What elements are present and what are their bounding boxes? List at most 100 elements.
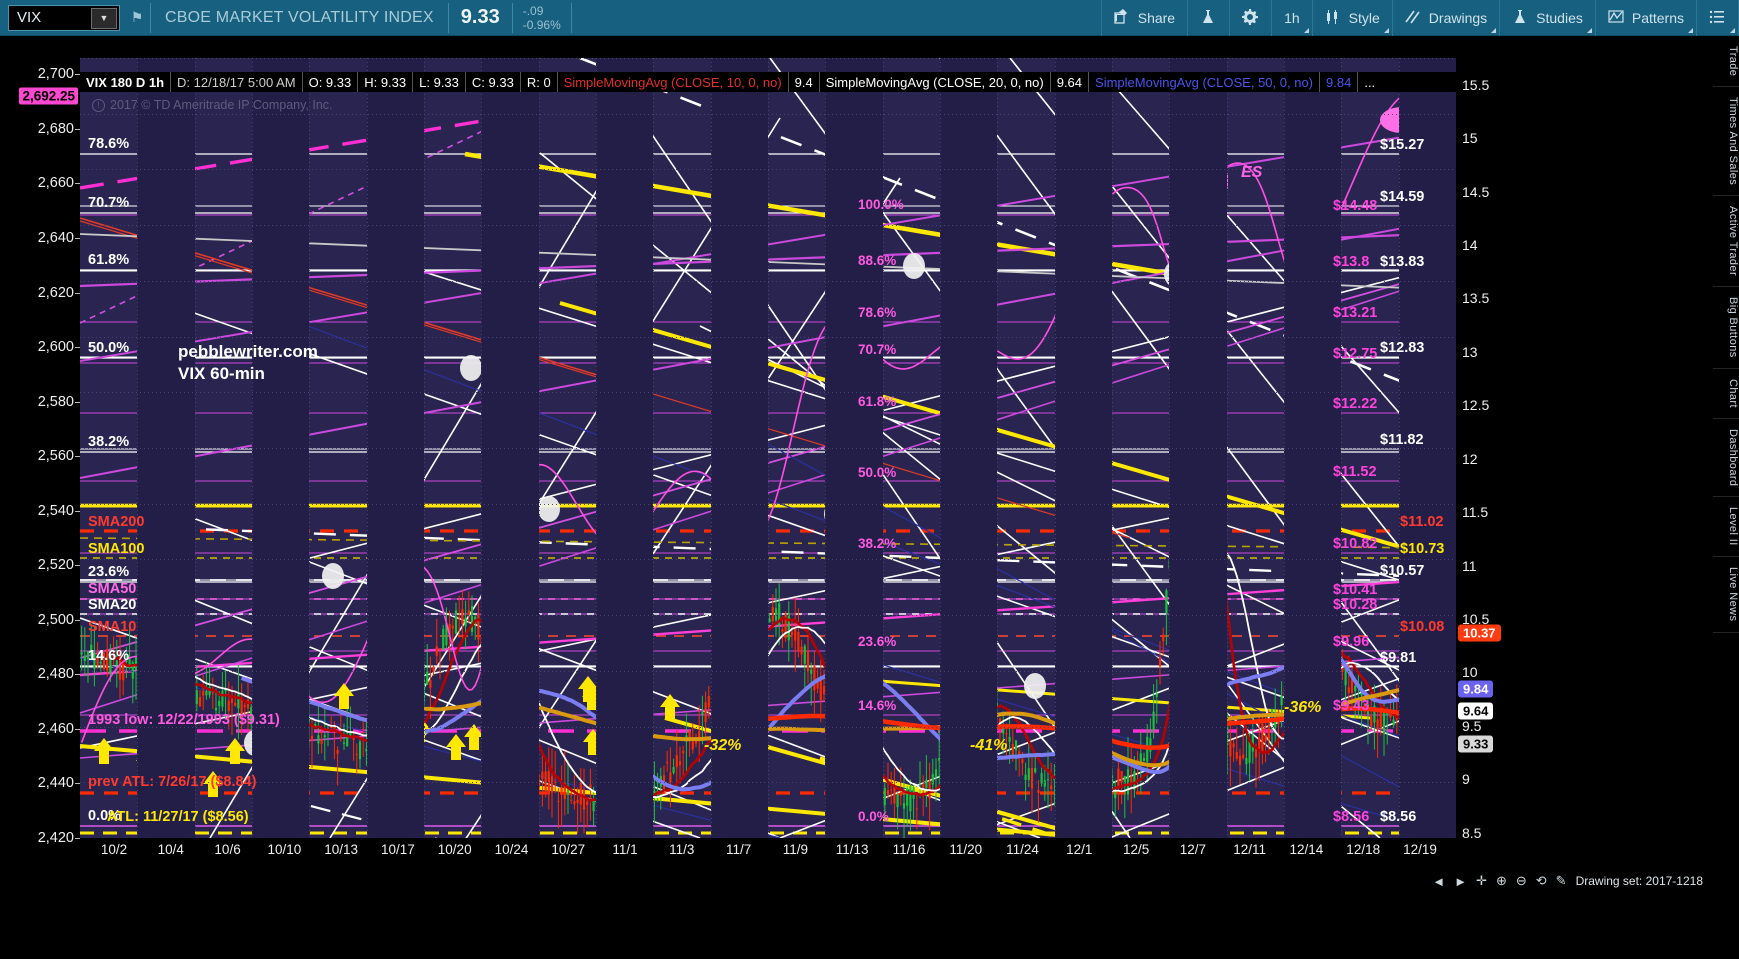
right-axis-badge-9.33: 9.33 xyxy=(1458,735,1494,753)
candle-body xyxy=(470,606,474,633)
prev-arrow-icon[interactable]: ◄ xyxy=(1432,873,1446,889)
candle-body xyxy=(237,694,240,709)
left-axis-tick: 2,460 xyxy=(37,720,74,737)
candle-body xyxy=(131,662,134,679)
info-close: C: 9.33 xyxy=(466,72,521,92)
study-sma50-name[interactable]: SimpleMovingAvg (CLOSE, 50, 0, no) xyxy=(1089,72,1321,92)
right-axis-tick: 13.5 xyxy=(1462,290,1490,307)
pattern-icon xyxy=(1608,9,1625,26)
left-axis-tick: 2,540 xyxy=(37,502,74,519)
right-axis-tick: 11 xyxy=(1462,557,1477,574)
gear-icon xyxy=(1242,9,1259,26)
price-label-magenta: $13.8 xyxy=(1333,254,1370,270)
rail-item-live-news[interactable]: Live News xyxy=(1713,557,1739,633)
price-plot[interactable]: 78.6% 70.7% 61.8% 50.0% 38.2% 23.6% 14.6% 0.0% 1… xyxy=(80,58,1456,838)
left-axis-tick: 2,560 xyxy=(37,448,74,465)
marker-ellipse-4 xyxy=(903,253,925,279)
candle-body xyxy=(195,690,198,705)
style-button[interactable]: Style xyxy=(1311,0,1392,36)
rail-item-dashboard[interactable]: Dashboard xyxy=(1713,419,1739,498)
left-axis-tickmark xyxy=(75,674,80,676)
candle-body xyxy=(1270,708,1274,716)
divider xyxy=(570,2,572,33)
left-price-axis[interactable]: 2,700 2,680 2,660 2,640 2,620 2,600 2,580 2,560… xyxy=(0,58,80,846)
drawings-button[interactable]: Drawings xyxy=(1391,0,1499,36)
left-axis-tickmark xyxy=(75,238,80,239)
price-label-yellow: $10.73 xyxy=(1400,541,1445,557)
symbol-input[interactable]: VIX ▼ xyxy=(8,4,120,31)
right-tab-rail: Trade Times And Sales Active Trader Big But… xyxy=(1713,36,1739,959)
top-toolbar: VIX ▼ ⚑ CBOE MARKET VOLATILITY INDEX 9.3… xyxy=(0,0,1739,36)
candle-body xyxy=(1376,719,1379,731)
candle-body xyxy=(1264,735,1267,742)
next-arrow-icon[interactable]: ► xyxy=(1454,873,1468,889)
candle-body xyxy=(1379,711,1382,729)
up-arrow-0 xyxy=(94,738,114,764)
candle-body xyxy=(477,614,480,640)
candle-body xyxy=(803,645,806,664)
candle-body xyxy=(1034,768,1037,773)
candle-body xyxy=(1014,740,1018,751)
left-axis-tick: 2,480 xyxy=(37,666,74,683)
candle-body xyxy=(1024,774,1027,781)
rail-item-level-ii[interactable]: Level II xyxy=(1713,497,1739,558)
share-label: Share xyxy=(1137,9,1176,26)
candle-body xyxy=(547,771,550,793)
candle-body xyxy=(435,646,438,656)
time-axis[interactable]: 10/2 10/4 10/6 10/10 10/13 10/17 10/20 10/24 10/… xyxy=(80,838,1456,868)
pencil-icon[interactable]: ✎ xyxy=(1555,873,1567,888)
candle-body xyxy=(541,771,544,780)
patterns-button[interactable]: Patterns xyxy=(1594,0,1696,36)
candle-body xyxy=(250,707,253,724)
candle-body xyxy=(93,652,96,670)
dropdown-corner-icon xyxy=(1688,27,1693,33)
divider xyxy=(150,2,151,33)
right-axis-tick: 13 xyxy=(1462,343,1478,360)
candle-body xyxy=(1245,757,1248,765)
right-axis-tick: 12 xyxy=(1462,450,1478,467)
candle-body xyxy=(1130,776,1133,783)
annotation-1993-low-12-22-1993-9-31-: 1993 low: 12/22/1993 ($9.31) xyxy=(88,712,280,728)
studies-button[interactable]: Studies xyxy=(1499,0,1595,36)
patterns-label: Patterns xyxy=(1631,9,1684,26)
rail-item-trade[interactable]: Trade xyxy=(1713,36,1739,88)
candle-body xyxy=(234,702,237,706)
rail-item-times-and-sales[interactable]: Times And Sales xyxy=(1713,87,1739,197)
timeframe-button[interactable]: 1h xyxy=(1271,0,1312,36)
right-price-axis[interactable]: 15.5 15 14.5 14 13.5 13 12.5 12 11.5 11 10.5 10 9.5 9… xyxy=(1456,58,1516,841)
flag-icon[interactable]: ⚑ xyxy=(130,9,144,25)
study-flask-button[interactable] xyxy=(1187,0,1229,36)
study-sma10-name[interactable]: SimpleMovingAvg (CLOSE, 10, 0, no) xyxy=(558,72,789,92)
move-icon[interactable]: ✛ xyxy=(1476,873,1487,888)
candle-body xyxy=(883,787,886,806)
share-button[interactable]: Share xyxy=(1100,0,1187,36)
up-arrow-10 xyxy=(464,724,484,750)
fib-label-mid: 88.6% xyxy=(858,253,897,268)
candle-body xyxy=(323,735,326,738)
settings-button[interactable] xyxy=(1229,0,1271,36)
zoom-in-icon[interactable]: ⊕ xyxy=(1495,873,1507,888)
reset-icon[interactable]: ⟲ xyxy=(1535,873,1547,888)
candle-icon xyxy=(1325,9,1342,26)
annotation--32-: -32% xyxy=(704,737,742,754)
menu-button[interactable] xyxy=(1696,0,1739,36)
chevron-down-icon[interactable]: ▼ xyxy=(91,7,117,29)
fib-label-mid: 0.0% xyxy=(858,809,889,824)
zoom-out-icon[interactable]: ⊖ xyxy=(1515,873,1527,888)
sma-label-sma50: SMA50 xyxy=(88,581,137,597)
dropdown-corner-icon xyxy=(1730,27,1735,33)
fib-label-mid: 61.8% xyxy=(858,394,897,409)
time-axis-tick: 10/20 xyxy=(437,842,472,857)
price-label-magenta: $10.28 xyxy=(1333,597,1378,613)
drawings-label: Drawings xyxy=(1428,9,1488,26)
study-sma20-name[interactable]: SimpleMovingAvg (CLOSE, 20, 0, no) xyxy=(820,72,1051,92)
rail-item-big-buttons[interactable]: Big Buttons xyxy=(1713,287,1739,370)
rail-item-active-trader[interactable]: Active Trader xyxy=(1713,196,1739,288)
up-arrow-7 xyxy=(334,683,354,709)
candle-body xyxy=(816,678,819,689)
candle-body xyxy=(774,608,778,621)
left-axis-tickmark xyxy=(75,619,80,621)
rail-item-chart[interactable]: Chart xyxy=(1713,369,1739,420)
study-more[interactable]: ... xyxy=(1364,74,1376,90)
left-axis-current-badge: 2,692.25 xyxy=(19,87,78,104)
